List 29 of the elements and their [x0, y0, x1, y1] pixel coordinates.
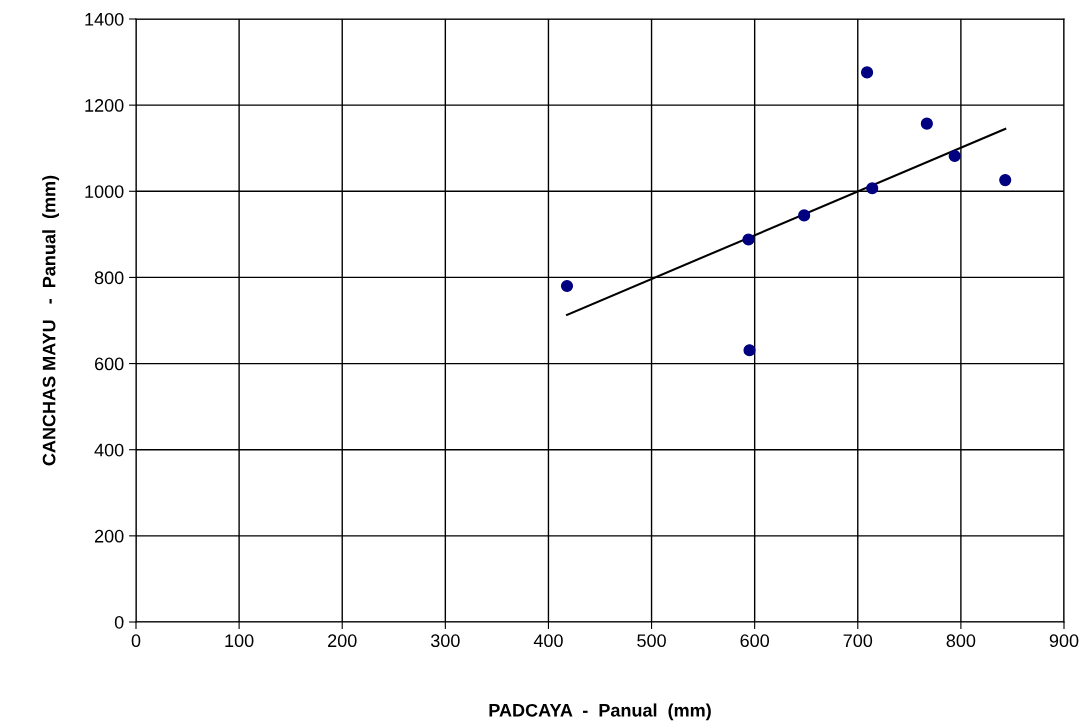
y-tick-label: 1400 [85, 12, 124, 26]
x-tick-label: 500 [637, 634, 666, 648]
point [560, 279, 574, 293]
y-tick-label: 200 [94, 529, 124, 543]
x-tick-label: 100 [225, 634, 254, 648]
y-axis-title: CANCHAS MAYU - Panual (mm) [42, 175, 60, 466]
x-tick-label: 0 [131, 634, 141, 648]
y-tick-label: 600 [94, 357, 124, 371]
x-axis-title: PADCAYA - Panual (mm) [489, 703, 711, 721]
y-tick-label: 1000 [85, 185, 124, 199]
y-tick-label: 1200 [85, 99, 124, 112]
y-tick-label: 0 [114, 615, 124, 629]
point [742, 233, 755, 246]
x-tick-label: 600 [740, 634, 770, 648]
y-tick-label: 800 [94, 271, 124, 285]
x-tick-label: 700 [843, 634, 873, 648]
x-tick-label: 200 [328, 634, 357, 648]
point [999, 174, 1012, 187]
point [866, 182, 879, 195]
point [948, 149, 961, 163]
point [920, 117, 933, 130]
x-tick-label: 300 [430, 634, 460, 648]
x-tick-label: 800 [946, 634, 976, 648]
point [798, 209, 811, 222]
x-tick-label: 900 [1049, 634, 1079, 648]
point [743, 344, 756, 357]
point [860, 66, 874, 79]
x-tick-label: 400 [533, 634, 563, 648]
y-tick-label: 400 [94, 443, 124, 457]
